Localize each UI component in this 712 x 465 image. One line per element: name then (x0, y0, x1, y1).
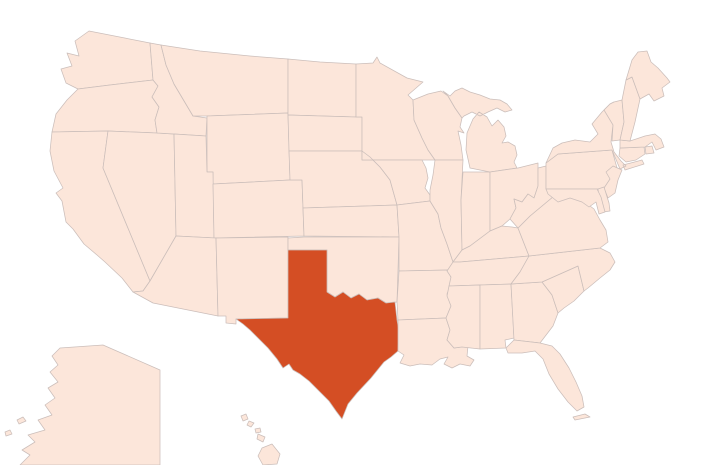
state-mississippi[interactable] (445, 284, 481, 350)
state-wyoming[interactable] (206, 112, 291, 185)
state-north-carolina[interactable] (510, 247, 616, 292)
state-alabama[interactable] (479, 283, 515, 350)
state-michigan[interactable] (442, 87, 518, 173)
state-hawaii[interactable] (240, 413, 281, 465)
state-new-mexico[interactable] (215, 236, 289, 325)
state-washington[interactable] (60, 30, 154, 90)
state-south-dakota[interactable] (287, 114, 363, 152)
state-maryland[interactable] (545, 188, 606, 215)
state-oregon[interactable] (51, 79, 160, 134)
state-new-jersey[interactable] (603, 165, 623, 199)
state-texas[interactable] (235, 249, 400, 420)
states-layer (4, 30, 671, 465)
state-massachusetts[interactable] (619, 133, 665, 151)
state-colorado[interactable] (212, 179, 305, 239)
state-florida[interactable] (505, 339, 591, 421)
state-alaska[interactable] (4, 344, 161, 465)
state-wisconsin[interactable] (412, 90, 465, 161)
state-arkansas[interactable] (396, 269, 453, 321)
state-kansas[interactable] (302, 204, 400, 238)
state-pennsylvania[interactable] (545, 149, 618, 190)
state-maine[interactable] (625, 50, 671, 102)
state-north-dakota[interactable] (287, 58, 357, 118)
state-rhode-island[interactable] (644, 145, 655, 155)
state-connecticut[interactable] (618, 146, 646, 163)
